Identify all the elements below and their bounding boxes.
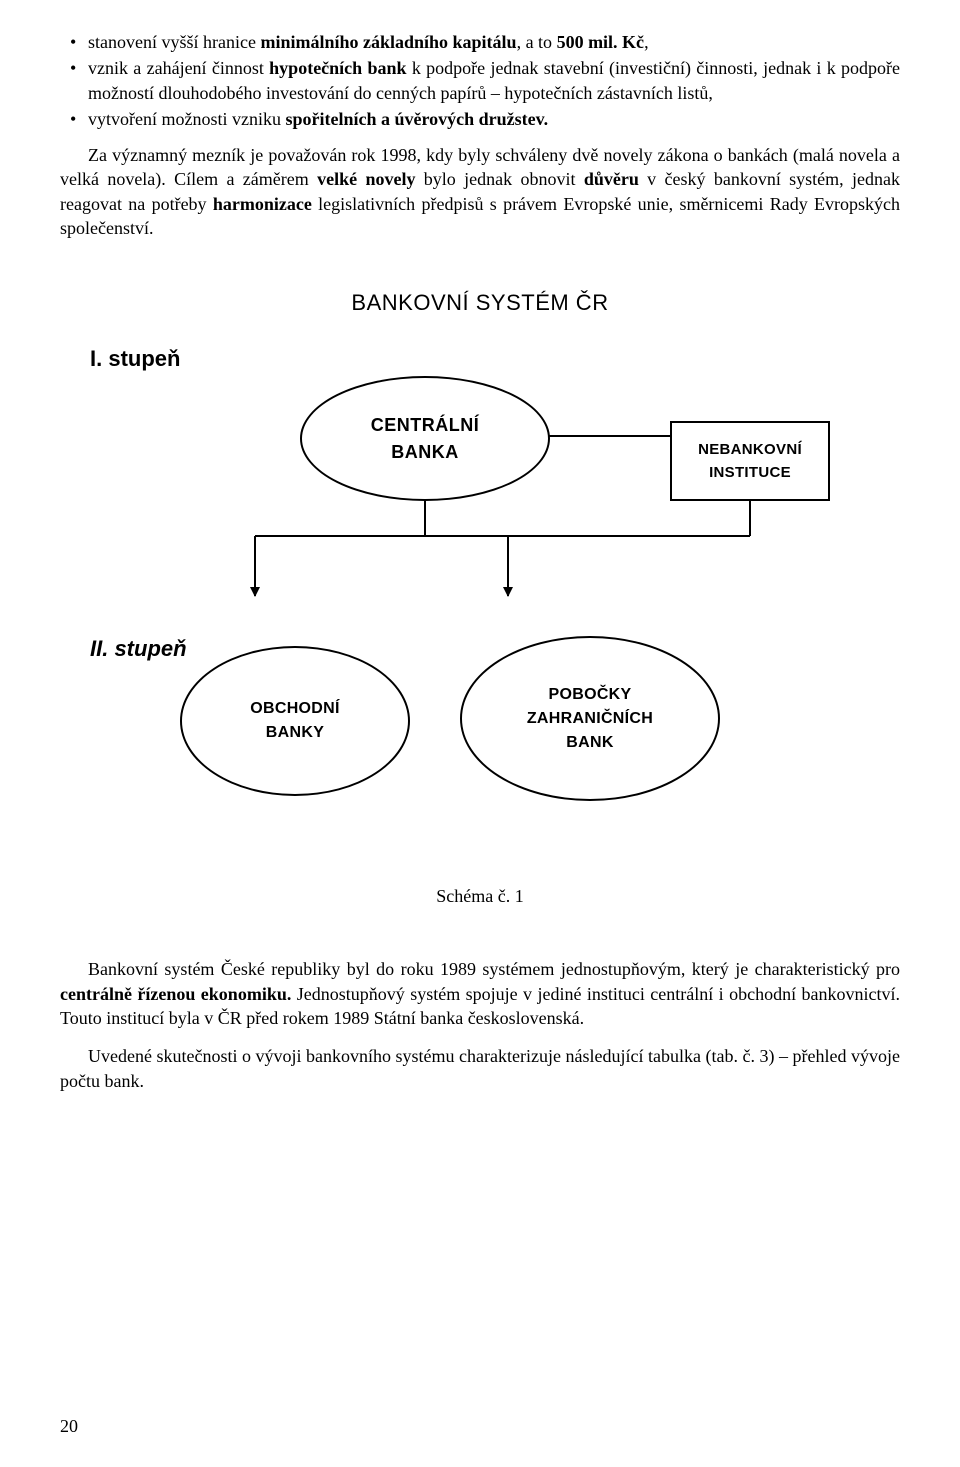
text: bylo jednak obnovit [415, 169, 583, 189]
foreign-branches-node: POBOČKY ZAHRANIČNÍCH BANK [460, 636, 720, 801]
node-label: ZAHRANIČNÍCH [527, 710, 653, 728]
node-label: OBCHODNÍ [250, 700, 340, 718]
node-label: NEBANKOVNÍ [698, 441, 802, 458]
diagram: I. stupeň CENTRÁLNÍ BANKA NEBANKOVNÍ INS… [90, 336, 870, 856]
node-label: BANK [566, 734, 613, 752]
node-label: INSTITUCE [709, 464, 791, 481]
paragraph: Uvedené skutečnosti o vývoji bankovního … [60, 1044, 900, 1093]
text: Bankovní systém České republiky byl do r… [88, 959, 900, 979]
tier1-label: I. stupeň [90, 346, 180, 372]
figure-caption: Schéma č. 1 [60, 886, 900, 907]
text-bold: 500 mil. Kč [557, 32, 645, 52]
node-label: BANKA [391, 442, 459, 463]
diagram-title: BANKOVNÍ SYSTÉM ČR [60, 290, 900, 316]
nonbank-box: NEBANKOVNÍ INSTITUCE [670, 421, 830, 501]
text-bold: harmonizace [213, 194, 312, 214]
central-bank-node: CENTRÁLNÍ BANKA [300, 376, 550, 501]
text-bold: hypotečních bank [269, 58, 406, 78]
bullet-item: vznik a zahájení činnost hypotečních ban… [60, 56, 900, 105]
text-bold: důvěru [584, 169, 639, 189]
text: stanovení vyšší hranice [88, 32, 260, 52]
text: vznik a zahájení činnost [88, 58, 269, 78]
text-bold: minimálního základního kapitálu [260, 32, 516, 52]
page: stanovení vyšší hranice minimálního zákl… [0, 0, 960, 1467]
node-label: POBOČKY [549, 686, 632, 704]
paragraph: Za významný mezník je považován rok 1998… [60, 143, 900, 240]
text-bold: centrálně řízenou ekonomiku. [60, 984, 291, 1004]
bullet-list: stanovení vyšší hranice minimálního zákl… [60, 30, 900, 131]
commercial-banks-node: OBCHODNÍ BANKY [180, 646, 410, 796]
text: vytvoření možnosti vzniku [88, 109, 285, 129]
node-label: CENTRÁLNÍ [371, 415, 480, 436]
text-bold: spořitelních a úvěrových družstev. [285, 109, 548, 129]
bullet-item: vytvoření možnosti vzniku spořitelních a… [60, 107, 900, 131]
tier2-label: II. stupeň [90, 636, 187, 662]
paragraph: Bankovní systém České republiky byl do r… [60, 957, 900, 1030]
bullet-item: stanovení vyšší hranice minimálního zákl… [60, 30, 900, 54]
text: , a to [517, 32, 557, 52]
text-bold: velké novely [317, 169, 415, 189]
node-label: BANKY [266, 724, 324, 742]
page-number: 20 [60, 1416, 78, 1437]
text: , [644, 32, 649, 52]
